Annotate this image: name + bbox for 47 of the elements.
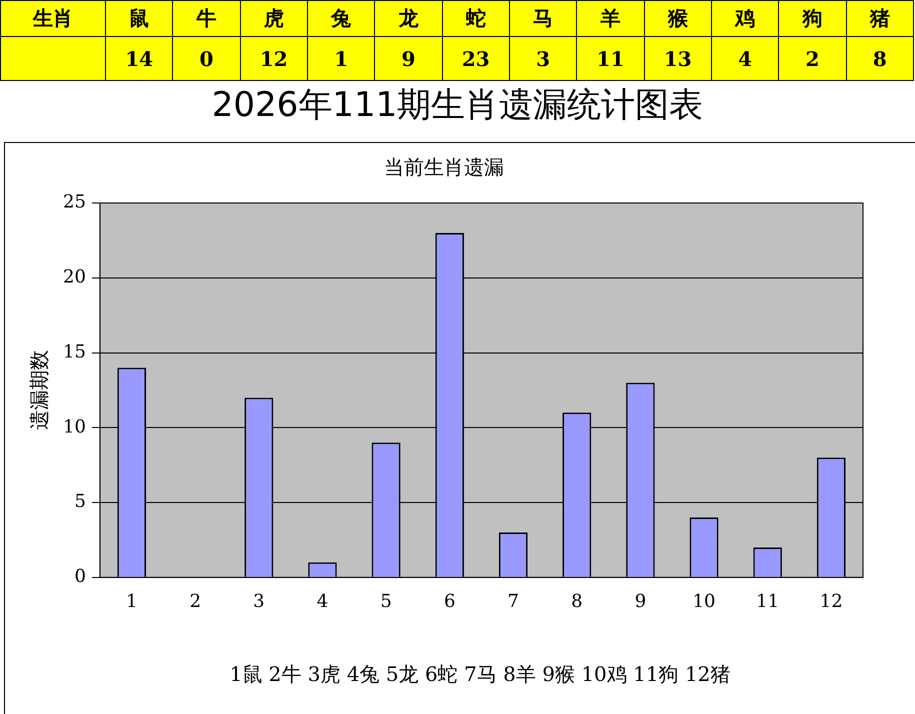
x-tick-label: 5 [380, 590, 392, 612]
x-tick-label: 12 [820, 590, 843, 612]
x-tick-label: 11 [756, 590, 780, 612]
data-label: 14 [106, 36, 173, 80]
x-tick-label: 6 [444, 590, 456, 612]
category-label: 狗 [778, 0, 846, 36]
data-label: 11 [576, 36, 644, 80]
data-label: 9 [374, 36, 442, 80]
x-tick-label: 4 [316, 590, 328, 612]
x-tick-label: 1 [126, 590, 138, 612]
x-tick-label: 7 [508, 590, 519, 612]
category-label: 兔 [307, 0, 375, 36]
y-tick-label: 25 [63, 192, 86, 213]
category-label: 猪 [846, 0, 914, 36]
category-label: 鸡 [711, 0, 779, 36]
y-tick-label: 0 [74, 566, 86, 588]
data-label: 3 [509, 36, 577, 80]
data-label: 8 [846, 36, 914, 80]
data-label: 2 [778, 36, 846, 80]
y-tick-label: 10 [63, 416, 86, 438]
y-axis-title: 遗漏期数 [27, 350, 52, 430]
x-tick-label: 2 [190, 590, 202, 612]
category-label: 猴 [644, 0, 712, 36]
category-label: 龙 [374, 0, 442, 36]
category-label: 羊 [576, 0, 644, 36]
x-tick-label: 9 [634, 590, 646, 612]
y-tick-label: 20 [63, 266, 86, 288]
x-tick-label: 10 [692, 590, 716, 612]
x-tick-label: 8 [571, 590, 583, 612]
data-label: 0 [172, 36, 240, 80]
category-label: 虎 [240, 0, 308, 36]
chart-subtitle: 当前生肖遗漏 [384, 155, 504, 180]
data-label: 12 [240, 36, 308, 80]
text: 1鼠 2牛 3虎 4兔 5龙 6蛇 7马 8羊 9猴 10鸡 11狗 12猪 [228, 661, 732, 688]
data-label: 1 [307, 36, 375, 80]
text: 生肖 [0, 0, 106, 36]
chart-title: 2026年111期生肖遗漏统计图表 [210, 84, 704, 127]
data-label: 23 [442, 36, 510, 80]
y-tick-label: 5 [74, 491, 86, 512]
data-label: 4 [711, 36, 779, 80]
x-tick-label: 3 [253, 590, 265, 612]
category-label: 牛 [172, 0, 240, 36]
category-label: 鼠 [106, 0, 173, 36]
category-label: 马 [509, 0, 577, 36]
data-label: 13 [644, 36, 712, 80]
y-tick-label: 15 [63, 341, 86, 362]
category-label: 蛇 [442, 0, 510, 36]
